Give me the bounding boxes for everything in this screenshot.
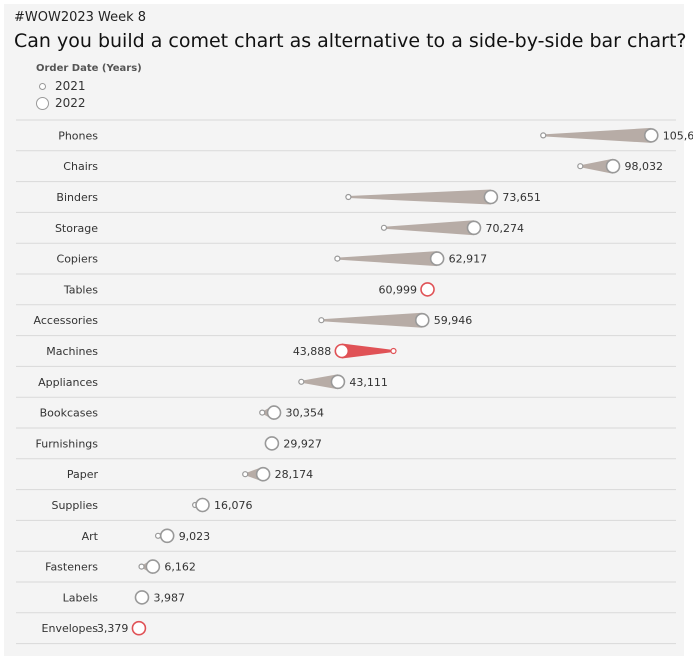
marker-2022 <box>159 528 175 544</box>
value-label: 9,023 <box>179 530 211 543</box>
value-label: 28,174 <box>275 468 314 481</box>
category-label: Binders <box>56 191 98 204</box>
category-label: Machines <box>46 345 98 358</box>
marker-2022 <box>334 343 350 359</box>
marker-2021 <box>138 563 145 570</box>
marker-2022 <box>266 405 282 420</box>
legend-label-2021: 2021 <box>55 79 86 93</box>
value-label: 6,162 <box>164 561 196 574</box>
category-label: Furnishings <box>36 437 99 450</box>
category-label: Paper <box>67 468 99 481</box>
category-label: Accessories <box>34 314 99 327</box>
value-label: 3,379 <box>97 622 129 635</box>
challenge-tag: #WOW2023 Week 8 <box>14 10 147 25</box>
category-label: Art <box>82 530 99 543</box>
marker-2021 <box>334 255 341 262</box>
value-label: 29,927 <box>283 437 322 450</box>
marker-2022 <box>145 559 161 574</box>
category-label: Fasteners <box>45 561 98 574</box>
category-label: Appliances <box>38 376 98 389</box>
value-label: 60,999 <box>379 283 418 296</box>
marker-2021 <box>242 471 249 478</box>
marker-2022 <box>255 466 271 482</box>
legend-item-2021[interactable]: 2021 <box>36 79 86 93</box>
marker-2022 <box>195 497 210 513</box>
comet-tail <box>543 127 652 143</box>
marker-2021 <box>298 378 305 385</box>
comet-tail <box>348 189 491 205</box>
marker-2022 <box>483 189 499 205</box>
large-circle-icon <box>36 96 49 110</box>
marker-2022 <box>643 128 659 143</box>
marker-2021 <box>154 532 162 539</box>
marker-2022 <box>420 282 435 297</box>
comet-tail <box>337 251 438 267</box>
marker-2022 <box>466 220 482 236</box>
value-label: 98,032 <box>625 160 664 173</box>
comet-tail <box>580 158 614 174</box>
value-label: 43,111 <box>349 376 388 389</box>
marker-2022 <box>330 374 346 390</box>
category-label: Labels <box>63 591 99 604</box>
marker-2022 <box>429 251 445 266</box>
marker-2021 <box>380 224 388 231</box>
category-label: Storage <box>55 222 98 235</box>
legend-label-2022: 2022 <box>55 96 86 110</box>
comet-tail <box>383 220 474 236</box>
marker-2021 <box>577 163 584 170</box>
page-title: Can you build a comet chart as alternati… <box>14 30 687 52</box>
value-label: 3,987 <box>153 591 185 604</box>
marker-2021 <box>540 132 547 139</box>
category-label: Supplies <box>51 499 98 512</box>
marker-2022 <box>131 620 147 636</box>
category-label: Phones <box>58 129 98 142</box>
marker-2021 <box>390 347 397 355</box>
marker-2021 <box>345 193 352 201</box>
marker-2022 <box>134 590 150 605</box>
category-label: Envelopes <box>42 622 99 635</box>
chart-panel <box>4 4 684 656</box>
marker-2022 <box>605 158 621 174</box>
value-label: 73,651 <box>502 191 541 204</box>
comet-tail <box>321 312 423 328</box>
comet-tail <box>341 343 394 359</box>
category-label: Bookcases <box>40 407 99 420</box>
category-label: Tables <box>63 283 98 296</box>
small-circle-icon <box>39 82 46 90</box>
marker-2021 <box>318 317 325 324</box>
value-label: 16,076 <box>214 499 253 512</box>
legend-item-2022[interactable]: 2022 <box>36 96 86 110</box>
value-label: 43,888 <box>293 345 332 358</box>
category-label: Copiers <box>57 253 99 266</box>
value-label: 70,274 <box>485 222 524 235</box>
comet-tail <box>301 374 338 390</box>
marker-2021 <box>259 409 266 416</box>
value-label: 105,668 <box>663 129 693 142</box>
marker-2022 <box>264 436 280 451</box>
legend-title: Order Date (Years) <box>36 63 142 74</box>
value-label: 30,354 <box>286 407 325 420</box>
category-label: Chairs <box>63 160 98 173</box>
marker-2022 <box>414 312 430 328</box>
value-label: 62,917 <box>449 253 488 266</box>
value-label: 59,946 <box>434 314 473 327</box>
